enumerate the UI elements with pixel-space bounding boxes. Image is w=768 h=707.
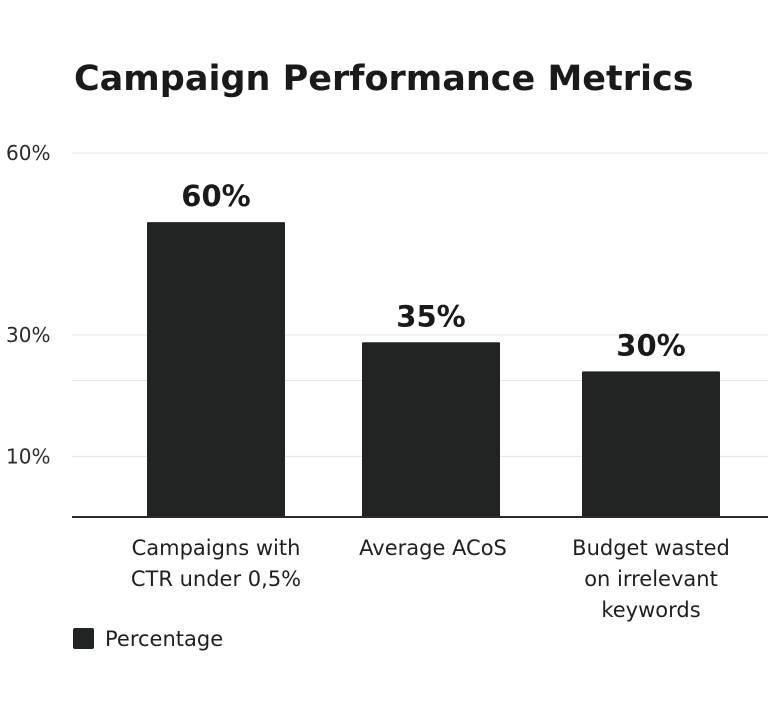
data-labels: 60% 35% 30% [181, 179, 685, 362]
category-label: Budget wasted [572, 536, 730, 560]
category-label: keywords [601, 598, 700, 622]
bar [362, 342, 500, 517]
bar [582, 371, 720, 517]
legend-swatch [73, 628, 94, 649]
bars [147, 222, 720, 517]
bar-value-label: 35% [396, 299, 465, 333]
y-axis-ticks: 60% 30% 10% [6, 141, 50, 468]
bar-value-label: 30% [616, 328, 685, 362]
bar-value-label: 60% [181, 179, 250, 213]
category-label: Average ACoS [359, 536, 507, 560]
legend-label: Percentage [105, 627, 223, 651]
y-tick-label: 60% [6, 141, 50, 165]
legend: Percentage [73, 627, 223, 651]
category-label: CTR under 0,5% [131, 567, 301, 591]
category-labels: Campaigns with CTR under 0,5% Average ACoS… [131, 536, 730, 622]
y-tick-label: 30% [6, 323, 50, 347]
bar [147, 222, 285, 517]
chart-title: Campaign Performance Metrics [74, 59, 694, 99]
category-label: Campaigns with [132, 536, 301, 560]
y-tick-label: 10% [6, 444, 50, 468]
category-label: on irrelevant [584, 567, 718, 591]
